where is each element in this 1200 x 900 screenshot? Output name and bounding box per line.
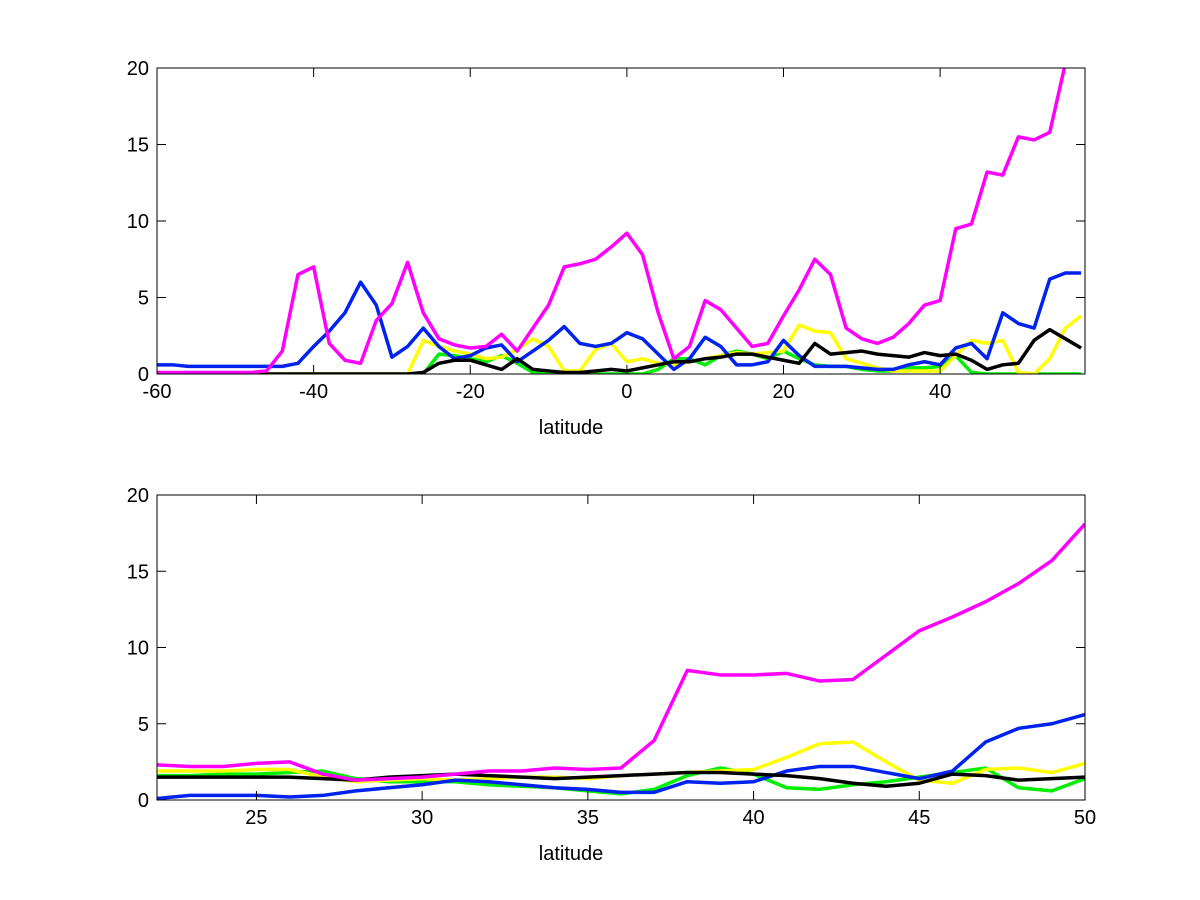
x-tick-label: -40 — [299, 381, 328, 403]
x-axis-label: latitude — [539, 417, 604, 439]
axes-background — [157, 68, 1085, 374]
x-tick-label: 30 — [411, 807, 433, 829]
x-tick-label: 20 — [772, 381, 794, 403]
data-line — [157, 712, 1085, 800]
x-tick-label: 35 — [577, 807, 599, 829]
x-tick-label: 45 — [908, 807, 930, 829]
data-line — [157, 349, 1082, 374]
y-tick-label: 0 — [138, 790, 149, 812]
x-tick-label: 40 — [742, 807, 764, 829]
data-line — [157, 271, 1082, 372]
plot-area — [157, 522, 1085, 800]
data-line — [157, 522, 1085, 782]
y-tick-label: 20 — [127, 58, 149, 80]
axes-background — [157, 495, 1085, 800]
y-tick-label: 5 — [138, 714, 149, 736]
y-tick-label: 15 — [127, 561, 149, 583]
x-axis-label: latitude — [539, 843, 604, 865]
x-tick-label: 40 — [929, 381, 951, 403]
x-tick-label: -60 — [143, 381, 172, 403]
y-tick-label: 0 — [138, 364, 149, 386]
x-tick-label: -20 — [456, 381, 485, 403]
data-line — [157, 314, 1083, 374]
data-line — [157, 770, 1085, 789]
y-tick-label: 10 — [127, 638, 149, 660]
plot-area — [157, 68, 1083, 374]
x-tick-label: 0 — [621, 381, 632, 403]
data-line — [157, 327, 1082, 374]
x-tick-label: 25 — [245, 807, 267, 829]
y-tick-label: 15 — [127, 135, 149, 157]
y-tick-label: 20 — [127, 485, 149, 507]
y-tick-label: 10 — [127, 211, 149, 233]
x-tick-label: 50 — [1074, 807, 1096, 829]
y-tick-label: 5 — [138, 288, 149, 310]
data-line — [157, 68, 1067, 374]
